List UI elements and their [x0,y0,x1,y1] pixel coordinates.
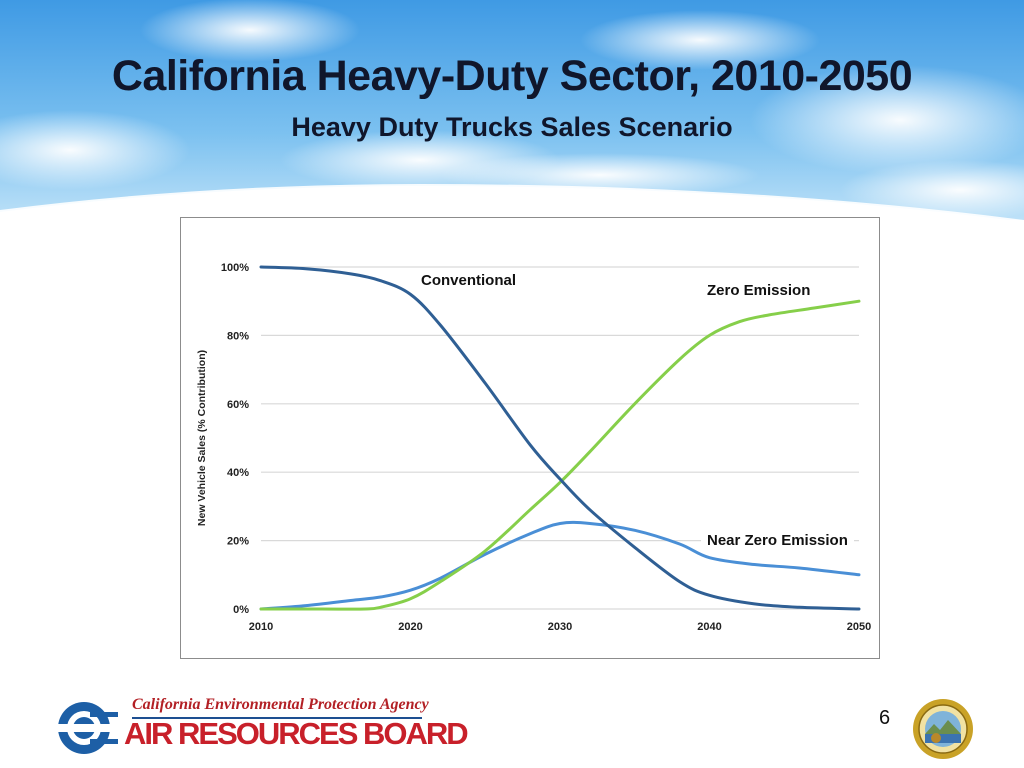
label-conventional: Conventional [415,270,523,291]
arb-swirl-icon [54,702,118,754]
x-tick-label: 2030 [548,621,572,633]
sky-background [0,0,1024,220]
line-chart: 0% 20% 40% 60% 80% 100% 2010 2020 2030 2040 2050 Ne… [196,262,871,633]
y-tick-label: 20% [227,536,249,548]
series-line-conventional [259,265,861,611]
label-near-zero-emission: Near Zero Emission [701,530,854,551]
y-tick-label: 0% [233,604,249,616]
chart-frame: 0% 20% 40% 60% 80% 100% 2010 2020 2030 2040 2050 Ne… [180,217,880,659]
logo-divider [132,717,422,719]
label-zero-emission: Zero Emission [701,280,817,301]
series-line-near-zero-emission [259,520,861,611]
y-tick-label: 80% [227,330,249,342]
x-tick-label: 2010 [249,621,273,633]
y-tick-label: 40% [227,467,249,479]
y-tick-label: 100% [221,262,249,274]
sky-header: California Heavy-Duty Sector, 2010-2050 … [0,0,1024,220]
x-tick-label: 2040 [697,621,721,633]
arb-logo: California Environmental Protection Agen… [54,696,469,754]
slide-subtitle: Heavy Duty Trucks Sales Scenario [291,112,733,142]
y-tick-label: 60% [227,399,249,411]
x-tick-label: 2020 [398,621,422,633]
series-line-zero-emission [259,299,861,611]
agency-name: California Environmental Protection Agen… [132,696,429,713]
board-name: AIR RESOURCES BOARD [124,716,469,751]
slide-title: California Heavy-Duty Sector, 2010-2050 [111,52,913,100]
california-seal-icon [913,699,973,759]
page-number: 6 [879,707,891,729]
y-axis-label: New Vehicle Sales (% Contribution) [196,350,208,526]
x-tick-label: 2050 [847,621,871,633]
